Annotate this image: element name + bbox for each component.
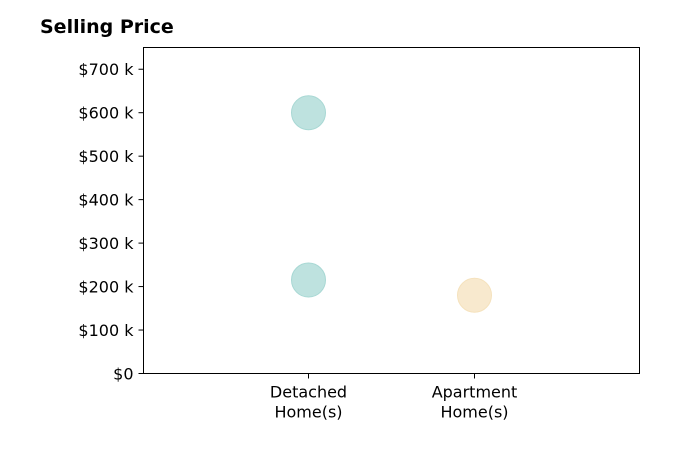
points-layer (291, 95, 492, 313)
y-tick-label: $100 k (78, 321, 134, 340)
chart-title: Selling Price (40, 16, 174, 38)
y-tick-label: $0 (113, 365, 133, 384)
y-tick-label: $700 k (78, 60, 134, 79)
y-tick-label: $300 k (78, 234, 134, 253)
y-tick-label: $200 k (78, 278, 134, 297)
plot-frame (143, 47, 640, 374)
x-tick-label: Apartment Home(s) (432, 383, 518, 422)
data-point (291, 262, 326, 298)
y-tick-label: $600 k (78, 104, 134, 123)
x-axis: Detached Home(s) Apartment Home(s) (270, 373, 518, 422)
x-tick-label: Detached Home(s) (270, 383, 347, 422)
data-point (291, 95, 326, 131)
y-axis: $0 $100 k $200 k $300 k $400 k $500 k $600 k $7… (78, 60, 144, 384)
data-point (457, 277, 492, 313)
y-tick-label: $500 k (78, 147, 134, 166)
y-tick-label: $400 k (78, 191, 134, 210)
